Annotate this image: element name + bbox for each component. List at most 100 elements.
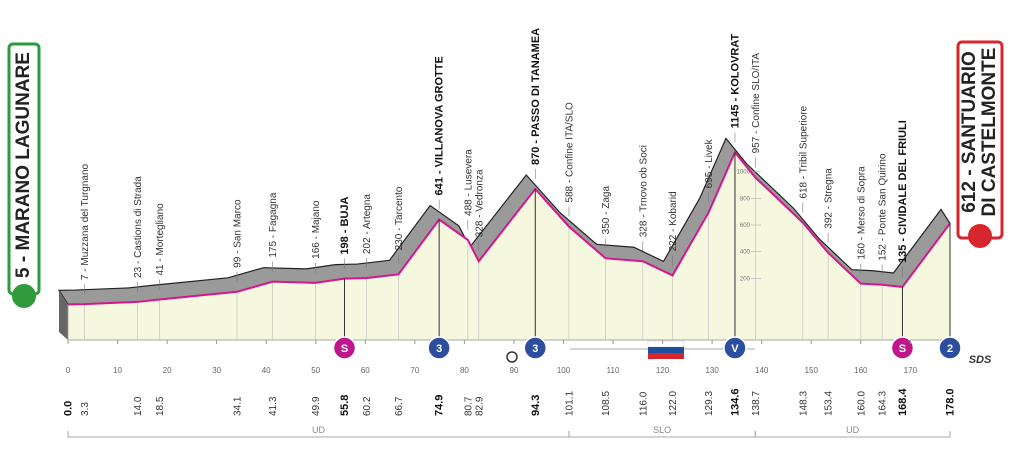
- marker-icon: [890, 336, 915, 360]
- marker-icon: [723, 336, 747, 360]
- x-tick-label: 60: [361, 366, 370, 375]
- km-label: 178.0: [945, 388, 957, 416]
- km-label: 49.9: [311, 396, 322, 416]
- waypoint-label: 198 - BUJA: [339, 196, 351, 254]
- marker-label: 3: [532, 343, 538, 355]
- km-label: 168.4: [897, 388, 909, 416]
- x-tick-label: 80: [460, 366, 469, 375]
- marker-label: 3: [436, 343, 442, 355]
- region-label: UD: [312, 425, 325, 435]
- waypoint-label: 222 - Kobarid: [668, 191, 679, 251]
- km-label: 41.3: [268, 396, 279, 416]
- waypoint-label: 99 - San Marco: [232, 199, 243, 268]
- x-tick-label: 170: [904, 366, 918, 375]
- km-label: 94.3: [530, 395, 542, 416]
- km-label: 129.3: [704, 391, 715, 416]
- km-label: 108.5: [601, 391, 612, 416]
- marker-label: S: [899, 343, 906, 355]
- endpoint-label: 612 - SANTUARIO DI CASTELMONTE: [959, 47, 1000, 217]
- waypoint-label: 588 - Confine ITA/SLO: [564, 102, 575, 203]
- waypoint-label: 152 - Ponte San Quirino: [878, 153, 889, 261]
- km-label: 160.0: [856, 391, 867, 416]
- waypoint-label: 618 - Tribil Superiore: [798, 105, 809, 198]
- marker-icon: [523, 336, 548, 360]
- km-label: 116.0: [638, 391, 649, 416]
- waypoint-label: 328 - Vedronza: [474, 169, 485, 237]
- waypoint-label: 23 - Castions di Strada: [133, 176, 144, 278]
- waypoint-label: 350 - Zaga: [601, 186, 612, 235]
- waypoint-label: 870 - PASSO DI TANAMEA: [530, 28, 542, 165]
- marker-icon: [427, 336, 451, 360]
- region-label: UD: [846, 425, 859, 435]
- km-label: 122.0: [668, 391, 679, 416]
- endpoint-text: 612 - SANTUARIO DI CASTELMONTE: [959, 47, 1000, 217]
- km-label: 134.6: [729, 388, 741, 416]
- waypoint-label: 1145 - KOLOVRAT: [729, 34, 741, 129]
- x-tick-label: 130: [705, 366, 719, 375]
- x-tick-label: 20: [163, 366, 172, 375]
- x-tick-label: 160: [854, 366, 868, 375]
- x-tick-label: 110: [607, 366, 620, 375]
- waypoint-label: 160 - Merso di Sopra: [856, 166, 867, 260]
- endpoint-text: 5 - MARANO LAGUNARE: [13, 52, 34, 278]
- start-icon: [12, 284, 36, 308]
- x-tick-label: 140: [755, 366, 769, 375]
- km-label: 55.8: [339, 395, 351, 416]
- x-tick-label: 0: [66, 366, 71, 375]
- waypoint-label: 7 - Muzzana del Turgnano: [80, 163, 91, 280]
- x-tick-label: 120: [656, 366, 670, 375]
- waypoint-label: 166 - Majano: [311, 200, 322, 259]
- region-label: SLO: [653, 425, 671, 435]
- marker-label: S: [341, 343, 348, 355]
- x-tick-label: 40: [262, 366, 271, 375]
- marker-label: 2: [947, 343, 953, 355]
- x-tick-label: 90: [510, 366, 519, 375]
- y-tick-label: 400: [740, 250, 751, 256]
- marker-icon: [938, 336, 962, 360]
- km-label: 18.5: [155, 396, 166, 416]
- km-label: 82.9: [474, 396, 485, 416]
- km-label: 74.9: [434, 395, 446, 416]
- waypoint-label: 957 - Confine SLO/ITA: [751, 53, 762, 154]
- waypoint-label: 488 - Lusevera: [463, 149, 474, 216]
- km-label: 80.7: [463, 396, 474, 416]
- km-label: 138.7: [751, 391, 762, 416]
- waypoint-label: 41 - Mortegliano: [155, 203, 166, 276]
- waypoint-label: 695 - Livek: [704, 138, 715, 188]
- km-label: 148.3: [798, 391, 809, 416]
- x-tick-label: 30: [212, 366, 221, 375]
- endpoint-label: 5 - MARANO LAGUNARE: [13, 52, 34, 278]
- waypoint-label: 392 - Stregna: [824, 168, 835, 229]
- waypoint-label: 175 - Fagagna: [268, 192, 279, 257]
- km-label: 34.1: [232, 396, 243, 416]
- x-tick-label: 100: [557, 366, 571, 375]
- x-tick-label: 50: [311, 366, 320, 375]
- x-tick-label: 10: [113, 366, 122, 375]
- logo: SDS: [969, 354, 992, 366]
- km-label: 0.0: [63, 401, 75, 416]
- km-label: 3.3: [80, 402, 91, 416]
- x-tick-label: 150: [805, 366, 819, 375]
- km-label: 66.7: [394, 396, 405, 416]
- region-bracket: [754, 431, 951, 438]
- y-tick-label: 800: [740, 196, 751, 202]
- y-tick-label: 1000: [737, 170, 751, 176]
- waypoint-label: 641 - VILLANOVA GROTTE: [434, 56, 446, 195]
- waypoint-label: 230 - Tarcento: [394, 186, 405, 250]
- km-label: 164.3: [878, 391, 889, 416]
- waypoint-label: 328 - Trnovo ob Soci: [638, 145, 649, 237]
- y-tick-label: 200: [740, 276, 751, 282]
- waypoint-label: 202 - Artegna: [362, 194, 373, 254]
- feed-zone-icon: [506, 351, 518, 363]
- km-label: 14.0: [133, 396, 144, 416]
- marker-label: V: [731, 343, 739, 355]
- km-label: 60.2: [362, 396, 373, 416]
- marker-icon: [332, 336, 357, 360]
- x-tick-label: 70: [410, 366, 419, 375]
- slovenia-flag: [647, 340, 685, 359]
- finish-icon: [968, 224, 992, 248]
- km-label: 101.1: [564, 391, 575, 416]
- area-edge: [59, 290, 68, 340]
- y-tick-label: 600: [740, 223, 751, 229]
